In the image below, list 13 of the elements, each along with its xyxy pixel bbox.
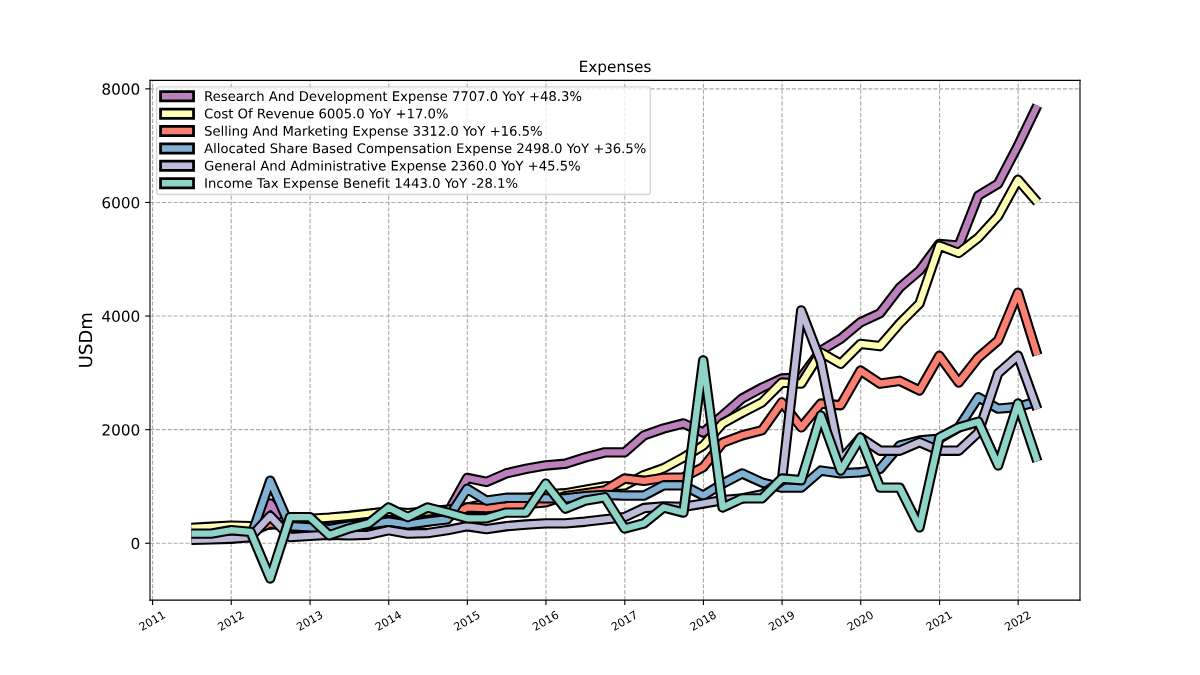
y-tick-label: 8000 bbox=[102, 83, 140, 95]
legend-label: Cost Of Revenue 6005.0 YoY +17.0% bbox=[204, 108, 448, 119]
chart-title: Expenses bbox=[580, 60, 651, 76]
y-tick-label: 4000 bbox=[102, 310, 140, 323]
legend-label: Research And Development Expense 7707.0 YoY +48.3% bbox=[205, 90, 582, 104]
y-tick-label: 2000 bbox=[102, 424, 140, 436]
legend-label: General And Administrative Expense 2360.0 YoY +45.5% bbox=[204, 160, 580, 174]
legend-label: Income Tax Expense Benefit 1443.0 YoY -28.1% bbox=[205, 177, 518, 191]
y-tick-label: 6000 bbox=[102, 196, 140, 209]
legend-label: Selling And Marketing Expense 3312.0 YoY +16.5% bbox=[204, 125, 542, 139]
y-axis-title: USDm bbox=[78, 313, 93, 367]
y-tick-label: 0 bbox=[131, 537, 140, 550]
legend-label: Allocated Share Based Compensation Expense 2498.0 YoY +36.5% bbox=[204, 143, 646, 156]
